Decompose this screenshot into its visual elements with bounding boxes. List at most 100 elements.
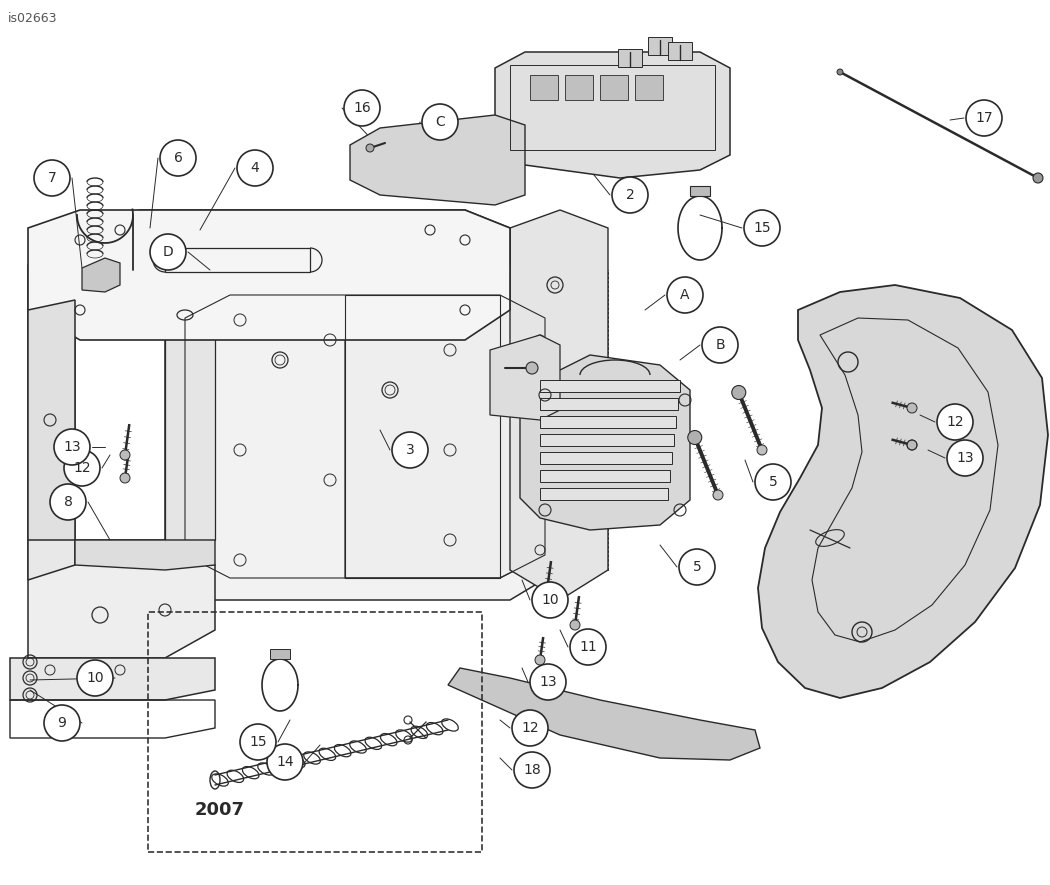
- Text: 15: 15: [249, 735, 267, 749]
- Circle shape: [667, 277, 704, 313]
- Text: 12: 12: [946, 415, 964, 429]
- Circle shape: [120, 473, 130, 483]
- Circle shape: [526, 362, 538, 374]
- Text: D: D: [163, 245, 173, 259]
- Text: 16: 16: [353, 101, 371, 115]
- Circle shape: [612, 177, 648, 213]
- Text: 13: 13: [957, 451, 973, 465]
- Circle shape: [744, 210, 780, 246]
- Polygon shape: [345, 295, 545, 578]
- Bar: [618, 49, 642, 67]
- Text: is02663: is02663: [8, 12, 58, 25]
- Polygon shape: [75, 540, 215, 570]
- Text: 5: 5: [693, 560, 701, 574]
- Circle shape: [150, 234, 186, 270]
- Circle shape: [422, 104, 458, 140]
- Circle shape: [536, 655, 545, 665]
- Polygon shape: [28, 210, 510, 310]
- Circle shape: [50, 484, 86, 520]
- Polygon shape: [28, 540, 215, 658]
- Bar: [668, 42, 692, 60]
- Polygon shape: [758, 285, 1048, 698]
- Text: 6: 6: [173, 151, 183, 165]
- Polygon shape: [540, 434, 674, 446]
- Bar: [690, 186, 710, 196]
- Text: 18: 18: [523, 763, 541, 777]
- Circle shape: [44, 705, 80, 741]
- Circle shape: [907, 403, 917, 413]
- Circle shape: [34, 160, 70, 196]
- Polygon shape: [10, 658, 215, 700]
- Circle shape: [160, 140, 196, 176]
- Circle shape: [237, 150, 273, 186]
- Text: 2007: 2007: [195, 801, 245, 819]
- Circle shape: [679, 549, 715, 585]
- Text: 2: 2: [626, 188, 634, 202]
- Polygon shape: [448, 668, 760, 760]
- Circle shape: [713, 490, 723, 500]
- Text: B: B: [715, 338, 724, 352]
- Polygon shape: [490, 335, 560, 420]
- Text: 8: 8: [64, 495, 72, 509]
- Circle shape: [688, 430, 701, 444]
- Text: 14: 14: [276, 755, 294, 769]
- Text: 13: 13: [540, 675, 557, 689]
- Polygon shape: [165, 280, 560, 600]
- Polygon shape: [28, 300, 75, 540]
- Circle shape: [392, 432, 428, 468]
- Polygon shape: [82, 258, 120, 292]
- Polygon shape: [28, 210, 510, 340]
- Bar: [600, 75, 628, 100]
- Circle shape: [966, 100, 1002, 136]
- Text: 12: 12: [521, 721, 539, 735]
- Circle shape: [54, 429, 90, 465]
- Circle shape: [907, 440, 917, 450]
- Circle shape: [120, 450, 130, 460]
- Text: 15: 15: [753, 221, 771, 235]
- Polygon shape: [540, 398, 678, 410]
- Polygon shape: [510, 210, 608, 600]
- Circle shape: [702, 327, 738, 363]
- Text: 9: 9: [58, 716, 66, 730]
- Circle shape: [344, 90, 380, 126]
- Circle shape: [837, 69, 843, 75]
- Circle shape: [267, 744, 303, 780]
- Bar: [270, 649, 290, 659]
- Bar: [148, 612, 482, 852]
- Text: 4: 4: [251, 161, 259, 175]
- Circle shape: [77, 660, 113, 696]
- Circle shape: [570, 629, 606, 665]
- Bar: [635, 75, 663, 100]
- Text: A: A: [680, 288, 690, 302]
- Polygon shape: [350, 115, 525, 205]
- Text: 7: 7: [47, 171, 57, 185]
- Polygon shape: [540, 416, 676, 428]
- Text: 3: 3: [405, 443, 415, 457]
- Polygon shape: [28, 300, 75, 580]
- Circle shape: [514, 752, 550, 788]
- Circle shape: [947, 440, 983, 476]
- Text: 10: 10: [541, 593, 559, 607]
- Polygon shape: [495, 52, 730, 178]
- Circle shape: [757, 445, 766, 455]
- Circle shape: [512, 710, 548, 746]
- Circle shape: [937, 404, 973, 440]
- Circle shape: [240, 724, 276, 760]
- Circle shape: [542, 585, 552, 595]
- Circle shape: [532, 582, 568, 618]
- Polygon shape: [540, 380, 680, 392]
- Circle shape: [366, 144, 374, 152]
- Text: C: C: [435, 115, 445, 129]
- Text: 10: 10: [86, 671, 104, 685]
- Circle shape: [530, 664, 566, 700]
- Circle shape: [1033, 173, 1043, 183]
- Circle shape: [570, 620, 580, 630]
- Polygon shape: [540, 470, 670, 482]
- Polygon shape: [540, 488, 668, 500]
- Circle shape: [64, 450, 100, 486]
- Text: 11: 11: [580, 640, 596, 654]
- Bar: [648, 37, 672, 55]
- Text: 12: 12: [74, 461, 90, 475]
- Bar: [565, 75, 593, 100]
- Polygon shape: [165, 310, 215, 540]
